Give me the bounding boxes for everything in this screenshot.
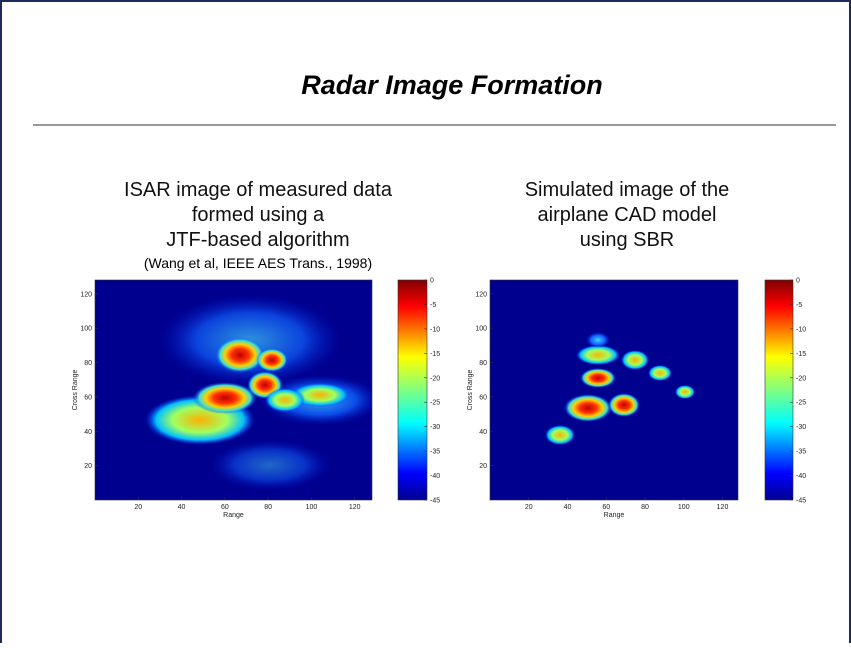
colorbar-tick-label: -25	[430, 400, 440, 407]
isar-image	[95, 280, 380, 500]
colorbar-tick-label: -35	[430, 449, 440, 456]
citation: (Wang et al, IEEE AES Trans., 1998)	[144, 255, 372, 271]
colorbar-tick-label: -10	[796, 326, 806, 333]
y-tick-label: 60	[84, 394, 92, 401]
sbr-image	[490, 280, 738, 500]
caption: Simulated image of the	[525, 179, 730, 201]
x-axis-label: Range	[223, 512, 244, 519]
x-tick-label: 120	[717, 504, 729, 511]
y-axis-label: Cross Range	[467, 369, 474, 410]
x-tick-label: 20	[525, 504, 533, 511]
y-tick-label: 100	[475, 326, 487, 333]
y-tick-label: 40	[479, 429, 487, 436]
x-tick-label: 100	[306, 504, 318, 511]
caption: formed using a	[192, 204, 325, 226]
colorbar-tick-label: -45	[796, 498, 806, 505]
y-axis-label: Cross Range	[72, 369, 79, 410]
colorbar-tick-label: 0	[430, 278, 434, 285]
y-tick-label: 40	[84, 429, 92, 436]
colorbar-tick-label: -35	[796, 449, 806, 456]
colorbar-tick-label: -5	[796, 302, 802, 309]
colorbar-tick-label: -30	[796, 424, 806, 431]
y-tick-label: 80	[84, 360, 92, 367]
y-tick-label: 80	[479, 360, 487, 367]
caption: using SBR	[580, 229, 675, 251]
colorbar-tick-label: -45	[430, 498, 440, 505]
y-tick-label: 100	[80, 326, 92, 333]
colorbar-tick-label: -15	[796, 351, 806, 358]
caption: ISAR image of measured data	[124, 179, 393, 201]
colorbar-tick-label: -20	[796, 375, 806, 382]
x-tick-label: 80	[264, 504, 272, 511]
colorbar-tick-label: 0	[796, 278, 800, 285]
x-tick-label: 20	[134, 504, 142, 511]
y-tick-label: 60	[479, 394, 487, 401]
x-axis-label: Range	[604, 512, 625, 519]
slide-title: Radar Image Formation	[301, 70, 603, 100]
colorbar	[765, 280, 793, 500]
colorbar-tick-label: -20	[430, 375, 440, 382]
colorbar-tick-label: -40	[796, 473, 806, 480]
colorbar-tick-label: -30	[430, 424, 440, 431]
x-tick-label: 120	[349, 504, 361, 511]
colorbar-tick-label: -25	[796, 400, 806, 407]
y-tick-label: 120	[80, 291, 92, 298]
caption: airplane CAD model	[538, 204, 717, 226]
colorbar-tick-label: -10	[430, 326, 440, 333]
y-tick-label: 20	[84, 463, 92, 470]
y-tick-label: 20	[479, 463, 487, 470]
x-tick-label: 60	[602, 504, 610, 511]
x-tick-label: 40	[178, 504, 186, 511]
colorbar-tick-label: -5	[430, 302, 436, 309]
x-tick-label: 40	[564, 504, 572, 511]
x-tick-label: 100	[678, 504, 690, 511]
y-tick-label: 120	[475, 291, 487, 298]
caption: JTF-based algorithm	[166, 229, 349, 251]
x-tick-label: 60	[221, 504, 229, 511]
colorbar-tick-label: -40	[430, 473, 440, 480]
x-tick-label: 80	[641, 504, 649, 511]
page: Radar Image Formation ISAR image of meas…	[0, 0, 851, 643]
colorbar	[398, 280, 427, 500]
colorbar-tick-label: -15	[430, 351, 440, 358]
slide: Radar Image Formation ISAR image of meas…	[0, 0, 851, 643]
